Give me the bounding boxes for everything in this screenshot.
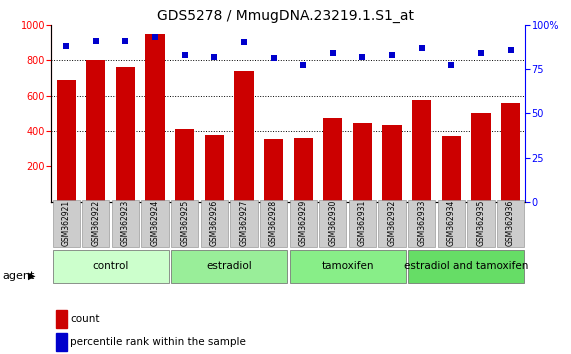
Point xyxy=(239,40,248,45)
FancyBboxPatch shape xyxy=(142,200,168,247)
Text: tamoxifen: tamoxifen xyxy=(321,261,374,272)
Bar xyxy=(86,60,106,202)
FancyBboxPatch shape xyxy=(171,200,198,247)
Text: ▶: ▶ xyxy=(27,271,35,281)
Bar xyxy=(57,80,76,202)
Text: GSM362933: GSM362933 xyxy=(417,200,426,246)
Text: count: count xyxy=(70,314,100,324)
Text: GSM362926: GSM362926 xyxy=(210,200,219,246)
FancyBboxPatch shape xyxy=(467,200,494,247)
Text: GSM362935: GSM362935 xyxy=(476,200,485,246)
Bar xyxy=(353,123,372,202)
Text: GSM362928: GSM362928 xyxy=(269,200,278,246)
FancyBboxPatch shape xyxy=(379,200,405,247)
FancyBboxPatch shape xyxy=(408,250,524,283)
FancyBboxPatch shape xyxy=(497,200,524,247)
FancyBboxPatch shape xyxy=(289,250,405,283)
Text: GSM362934: GSM362934 xyxy=(447,200,456,246)
Text: percentile rank within the sample: percentile rank within the sample xyxy=(70,337,246,347)
Bar xyxy=(56,310,67,328)
Text: estradiol and tamoxifen: estradiol and tamoxifen xyxy=(404,261,528,272)
FancyBboxPatch shape xyxy=(260,200,287,247)
FancyBboxPatch shape xyxy=(437,200,465,247)
Text: GSM362927: GSM362927 xyxy=(239,200,248,246)
Bar xyxy=(293,138,313,202)
Text: estradiol: estradiol xyxy=(206,261,252,272)
Text: GSM362925: GSM362925 xyxy=(180,200,189,246)
Point xyxy=(388,52,397,58)
Text: GSM362922: GSM362922 xyxy=(91,200,100,246)
Point xyxy=(180,52,189,58)
Bar xyxy=(116,67,135,202)
Bar xyxy=(323,118,343,202)
FancyBboxPatch shape xyxy=(230,200,258,247)
FancyBboxPatch shape xyxy=(171,250,287,283)
Text: GSM362921: GSM362921 xyxy=(62,200,71,246)
Bar xyxy=(501,103,520,202)
Point xyxy=(299,63,308,68)
Text: GSM362936: GSM362936 xyxy=(506,200,515,246)
FancyBboxPatch shape xyxy=(53,200,80,247)
FancyBboxPatch shape xyxy=(82,200,110,247)
FancyBboxPatch shape xyxy=(319,200,347,247)
Point xyxy=(506,47,515,52)
Point xyxy=(269,56,278,61)
FancyBboxPatch shape xyxy=(53,250,168,283)
Text: GDS5278 / MmugDNA.23219.1.S1_at: GDS5278 / MmugDNA.23219.1.S1_at xyxy=(157,9,414,23)
Bar xyxy=(471,113,490,202)
Point xyxy=(210,54,219,59)
Bar xyxy=(264,139,283,202)
FancyBboxPatch shape xyxy=(112,200,139,247)
Bar xyxy=(204,136,224,202)
Bar xyxy=(383,125,401,202)
Point xyxy=(447,63,456,68)
Bar xyxy=(175,129,194,202)
Point xyxy=(151,34,160,40)
Bar xyxy=(56,333,67,350)
FancyBboxPatch shape xyxy=(349,200,376,247)
Point xyxy=(358,54,367,59)
Text: GSM362929: GSM362929 xyxy=(299,200,308,246)
Text: GSM362923: GSM362923 xyxy=(121,200,130,246)
Point xyxy=(91,38,100,44)
Point xyxy=(328,50,337,56)
Point xyxy=(121,38,130,44)
FancyBboxPatch shape xyxy=(289,200,317,247)
Point xyxy=(476,50,485,56)
FancyBboxPatch shape xyxy=(200,200,228,247)
Text: GSM362924: GSM362924 xyxy=(151,200,159,246)
Text: control: control xyxy=(93,261,129,272)
Text: GSM362930: GSM362930 xyxy=(328,200,337,246)
Text: GSM362932: GSM362932 xyxy=(388,200,396,246)
Bar xyxy=(146,34,164,202)
Point xyxy=(62,43,71,49)
Bar xyxy=(234,71,254,202)
Bar xyxy=(412,100,431,202)
Point xyxy=(417,45,426,51)
Text: agent: agent xyxy=(3,271,35,281)
Text: GSM362931: GSM362931 xyxy=(358,200,367,246)
FancyBboxPatch shape xyxy=(408,200,435,247)
Bar xyxy=(441,136,461,202)
